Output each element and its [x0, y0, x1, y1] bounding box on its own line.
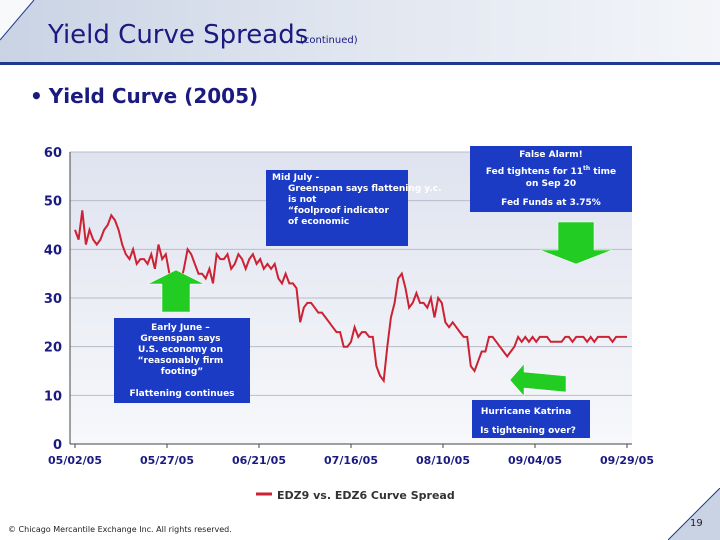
series-line-edz9-edz6	[74, 210, 627, 384]
down-arrow-icon	[539, 221, 613, 265]
copyright-footer: © Chicago Mercantile Exchange Inc. All r…	[8, 525, 232, 534]
corner-decoration	[668, 488, 720, 540]
annotation-early-june-text: Early June – Greenspan says U.S. economy…	[138, 323, 227, 377]
early-june-line-2: Greenspan says	[140, 334, 220, 344]
annotation-false-alarm-line-1: Fed tightens for 11th time	[486, 165, 616, 177]
early-june-line-1: Early June –	[151, 323, 210, 333]
annotation-false-alarm-title: False Alarm!	[519, 150, 582, 160]
x-tick-label: 09/29/05	[600, 454, 654, 467]
header-bar	[0, 0, 720, 62]
annotation-hurricane: Hurricane Katrina	[481, 407, 571, 417]
y-tick-label: 0	[53, 438, 62, 453]
page-number: 19	[690, 518, 703, 529]
x-tick-label: 09/04/05	[508, 454, 562, 467]
y-tick-label: 20	[44, 341, 62, 356]
x-tick-label: 08/10/05	[416, 454, 470, 467]
annotation-false-alarm-box	[470, 146, 632, 212]
annotation-mid-july-box	[266, 170, 408, 246]
header-decoration	[0, 0, 35, 41]
x-tick-label: 05/02/05	[48, 454, 102, 467]
x-tick-labels: 05/02/05 05/27/05 06/21/05 07/16/05 08/10/05…	[48, 444, 654, 467]
x-tick-label: 06/21/05	[232, 454, 286, 467]
y-tick-label: 30	[44, 292, 62, 307]
mid-july-line-3: is not	[288, 195, 317, 205]
y-tick-label: 40	[44, 243, 62, 258]
mid-july-line-2: Greenspan says flattening y.c.	[288, 184, 442, 194]
y-tick-label: 60	[44, 146, 62, 161]
section-bullet: • Yield Curve (2005)	[30, 84, 258, 108]
legend-label: EDZ9 vs. EDZ6 Curve Spread	[277, 489, 455, 502]
page-title: Yield Curve Spreads	[48, 20, 309, 50]
x-tick-label: 05/27/05	[140, 454, 194, 467]
mid-july-line-1: Mid July -	[272, 173, 319, 183]
left-arrow-icon	[509, 363, 567, 397]
early-june-line-5: footing”	[161, 367, 203, 377]
y-tick-label: 50	[44, 195, 62, 210]
annotation-hurricane-box	[472, 400, 590, 438]
y-tick-label: 10	[44, 389, 62, 404]
annotation-tightening: Is tightening over?	[480, 426, 576, 436]
section-heading: Yield Curve (2005)	[48, 84, 259, 108]
annotation-false-alarm-line-2: on Sep 20	[526, 179, 576, 189]
mid-july-line-5: of economic	[288, 217, 349, 227]
page-subtitle: (continued)	[300, 35, 358, 46]
y-tick-labels: 0 10 20 30 40 50 60	[44, 146, 62, 453]
mid-july-line-4: “foolproof indicator	[288, 206, 389, 216]
early-june-line-3: U.S. economy on	[138, 345, 223, 355]
x-tick-label: 07/16/05	[324, 454, 378, 467]
up-arrow-icon	[147, 269, 205, 313]
early-june-line-4: “reasonably firm	[138, 356, 224, 366]
annotation-flattening: Flattening continues	[129, 389, 234, 399]
annotation-false-alarm-line-3: Fed Funds at 3.75%	[501, 198, 601, 208]
annotation-early-june-box	[114, 318, 250, 403]
bullet-icon: •	[30, 84, 43, 108]
annotation-mid-july-text: Mid July - Greenspan says flattening y.c…	[272, 173, 445, 227]
header-rule	[0, 62, 720, 65]
